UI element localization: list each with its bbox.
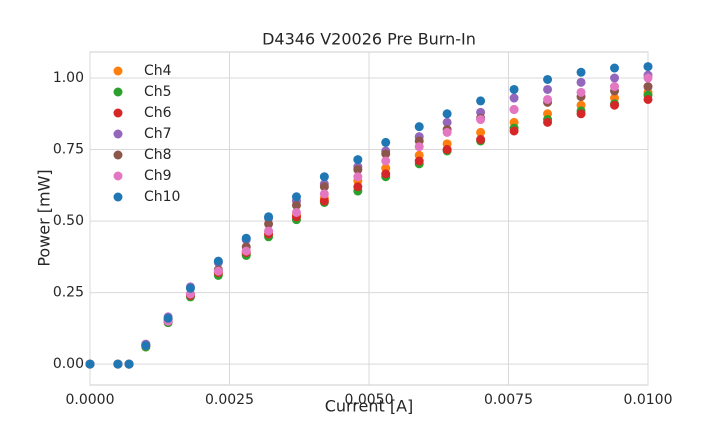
point bbox=[213, 256, 223, 266]
point bbox=[319, 182, 329, 192]
point bbox=[543, 117, 553, 127]
point bbox=[241, 246, 251, 256]
point bbox=[610, 73, 620, 83]
point bbox=[414, 122, 424, 132]
legend-marker bbox=[113, 192, 123, 202]
legend-marker bbox=[113, 129, 123, 139]
point bbox=[381, 149, 391, 159]
legend-label: Ch10 bbox=[144, 189, 180, 205]
point bbox=[163, 313, 173, 323]
point bbox=[381, 156, 391, 166]
y-tick-label: 1.00 bbox=[53, 70, 84, 86]
point bbox=[442, 109, 452, 119]
point bbox=[353, 165, 363, 175]
point bbox=[543, 94, 553, 104]
point bbox=[319, 172, 329, 182]
point bbox=[291, 192, 301, 202]
legend-label: Ch4 bbox=[144, 63, 172, 79]
x-axis-label: Current [A] bbox=[325, 397, 414, 416]
point bbox=[576, 109, 586, 119]
legend-marker bbox=[113, 150, 123, 160]
point bbox=[291, 200, 301, 210]
chart-title: D4346 V20026 Pre Burn-In bbox=[262, 30, 476, 49]
point bbox=[643, 62, 653, 72]
legend-marker bbox=[113, 108, 123, 118]
point bbox=[442, 117, 452, 127]
point bbox=[213, 266, 223, 276]
point bbox=[381, 137, 391, 147]
legend-marker bbox=[113, 171, 123, 181]
point bbox=[381, 169, 391, 179]
point bbox=[576, 77, 586, 87]
point bbox=[543, 74, 553, 84]
point bbox=[185, 283, 195, 293]
legend-marker bbox=[113, 87, 123, 97]
point bbox=[141, 341, 151, 351]
legend-label: Ch9 bbox=[144, 168, 172, 184]
legend-label: Ch6 bbox=[144, 105, 172, 121]
point bbox=[442, 127, 452, 137]
y-tick-label: 0.25 bbox=[53, 285, 84, 301]
point bbox=[353, 182, 363, 192]
point bbox=[414, 156, 424, 166]
point bbox=[509, 84, 519, 94]
point bbox=[442, 145, 452, 155]
point bbox=[576, 67, 586, 77]
y-tick-label: 0.50 bbox=[53, 213, 84, 229]
point bbox=[610, 63, 620, 73]
point bbox=[124, 359, 134, 369]
x-tick-label: 0.0050 bbox=[345, 392, 394, 408]
point bbox=[576, 87, 586, 97]
x-tick-label: 0.0075 bbox=[484, 392, 533, 408]
y-axis-label: Power [mW] bbox=[35, 169, 54, 266]
point bbox=[85, 359, 95, 369]
point bbox=[643, 94, 653, 104]
legend-label: Ch5 bbox=[144, 84, 172, 100]
point bbox=[113, 359, 123, 369]
point bbox=[643, 73, 653, 83]
point bbox=[264, 212, 274, 222]
legend-label: Ch7 bbox=[144, 126, 172, 142]
point bbox=[476, 115, 486, 125]
point bbox=[264, 226, 274, 236]
point bbox=[643, 82, 653, 92]
point bbox=[610, 82, 620, 92]
y-tick-label: 0.75 bbox=[53, 142, 84, 158]
point bbox=[509, 126, 519, 136]
point bbox=[610, 100, 620, 110]
point bbox=[509, 93, 519, 103]
x-tick-label: 0.0025 bbox=[205, 392, 254, 408]
point bbox=[509, 105, 519, 115]
y-tick-label: 0.00 bbox=[53, 356, 84, 372]
point bbox=[414, 142, 424, 152]
legend-label: Ch8 bbox=[144, 147, 172, 163]
legend-marker bbox=[113, 66, 123, 76]
point bbox=[264, 219, 274, 229]
point bbox=[543, 84, 553, 94]
point bbox=[476, 127, 486, 137]
point bbox=[291, 207, 301, 217]
point bbox=[476, 96, 486, 106]
x-tick-label: 0.0000 bbox=[66, 392, 115, 408]
point bbox=[353, 155, 363, 165]
point bbox=[241, 233, 251, 243]
point bbox=[476, 135, 486, 145]
point bbox=[319, 189, 329, 199]
x-tick-label: 0.0100 bbox=[624, 392, 673, 408]
point bbox=[319, 196, 329, 206]
point bbox=[353, 172, 363, 182]
